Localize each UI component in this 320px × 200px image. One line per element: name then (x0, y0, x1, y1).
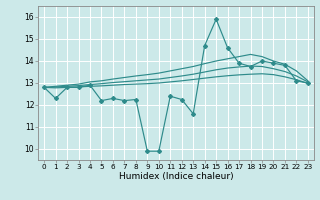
X-axis label: Humidex (Indice chaleur): Humidex (Indice chaleur) (119, 172, 233, 181)
